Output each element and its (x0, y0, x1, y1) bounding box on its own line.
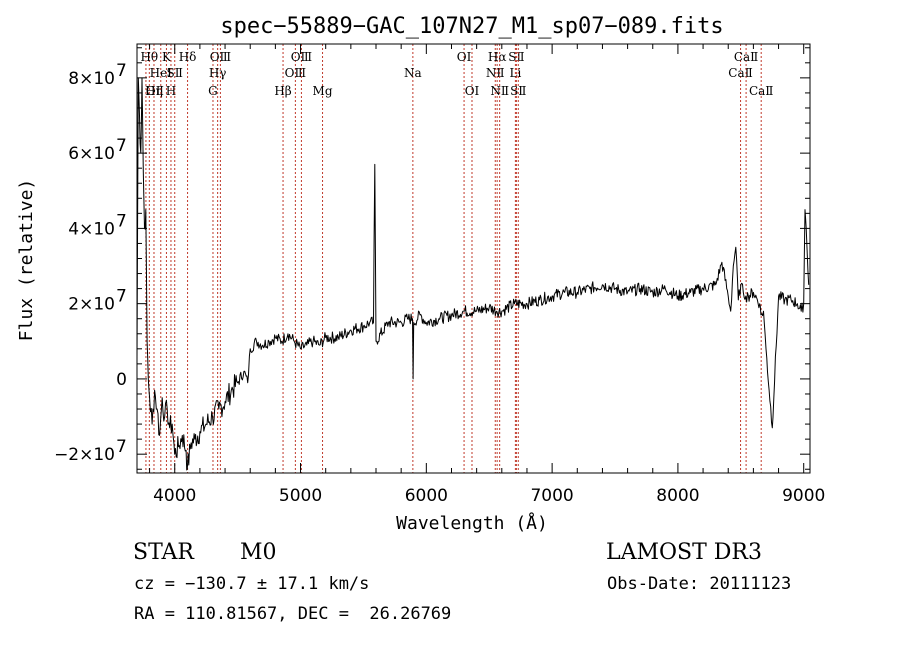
y-tick-exponent: 7 (116, 287, 127, 307)
object-subclass: M0 (240, 540, 277, 565)
marker-label: NⅡ (490, 84, 509, 98)
y-tick-label: −2×10 (54, 445, 115, 465)
marker-label: Mg (313, 84, 333, 98)
axis-ticks: 4000 5000 6000 7000 8000 9000−2×10 702×10 74×10… (54, 44, 825, 506)
y-tick-label: 2×10 (68, 295, 115, 315)
y-tick-exponent: 7 (116, 211, 127, 231)
x-tick-label: 9000 (782, 486, 825, 506)
marker-label: Na (404, 66, 422, 80)
chart-title: spec−55889−GAC_107N27_M1_sp07−089.fits (220, 14, 723, 39)
marker-label: Li (509, 66, 521, 80)
redshift-cz: cz = −130.7 ± 17.1 km/s (134, 574, 370, 594)
marker-label: K (162, 50, 172, 64)
y-tick-exponent: 7 (116, 61, 127, 81)
marker-label: Hθ (140, 50, 158, 64)
y-tick-label: 8×10 (68, 69, 115, 89)
marker-label: H (166, 84, 176, 98)
y-tick-exponent: 7 (116, 136, 127, 156)
y-axis-label: Flux (relative) (16, 179, 37, 342)
y-tick-label: 4×10 (68, 219, 115, 239)
marker-label: OⅡ (146, 84, 164, 98)
marker-label: Hβ (274, 84, 291, 98)
x-tick-label: 6000 (405, 486, 448, 506)
marker-label: SⅡ (510, 84, 526, 98)
spectral-line-markers: OⅡHθHηHeIKHSⅡHδGHγOⅢHβOⅢOⅢMgNaOⅠOⅠNⅡHαNⅡ… (140, 44, 773, 473)
spectrum-chart: spec−55889−GAC_107N27_M1_sp07−089.fits F… (16, 14, 825, 534)
spectrum-line (136, 77, 810, 471)
plot-frame (136, 43, 811, 474)
x-axis-label: Wavelength (Å) (396, 512, 548, 534)
marker-label: Hδ (179, 50, 197, 64)
marker-label: CaⅡ (749, 84, 774, 98)
object-class: STAR (133, 540, 194, 565)
marker-label: SⅡ (508, 50, 524, 64)
coordinates: RA = 110.81567, DEC = 26.26769 (134, 604, 452, 624)
marker-label: G (208, 84, 218, 98)
y-tick-label: 0 (116, 370, 127, 390)
y-tick-label: 6×10 (68, 144, 115, 164)
marker-label: CaⅡ (734, 50, 759, 64)
observation-date: Obs-Date: 20111123 (607, 574, 792, 594)
marker-label: Hγ (209, 66, 227, 80)
marker-label: OⅢ (285, 66, 306, 80)
marker-label: OⅢ (291, 50, 312, 64)
marker-label: OⅠ (465, 84, 480, 98)
y-tick-exponent: 7 (116, 437, 127, 457)
x-tick-label: 4000 (153, 486, 196, 506)
x-tick-label: 7000 (530, 486, 573, 506)
marker-label: OⅢ (210, 50, 231, 64)
marker-label: SⅡ (167, 66, 183, 80)
marker-label: Hα (488, 50, 507, 64)
x-tick-label: 8000 (656, 486, 699, 506)
marker-label: CaⅡ (728, 66, 753, 80)
marker-label: OⅠ (457, 50, 472, 64)
marker-label: Hη (145, 84, 163, 98)
marker-label: NⅡ (486, 66, 505, 80)
spectrum-layer (136, 77, 810, 471)
survey-name: LAMOST DR3 (606, 540, 762, 565)
x-tick-label: 5000 (279, 486, 322, 506)
